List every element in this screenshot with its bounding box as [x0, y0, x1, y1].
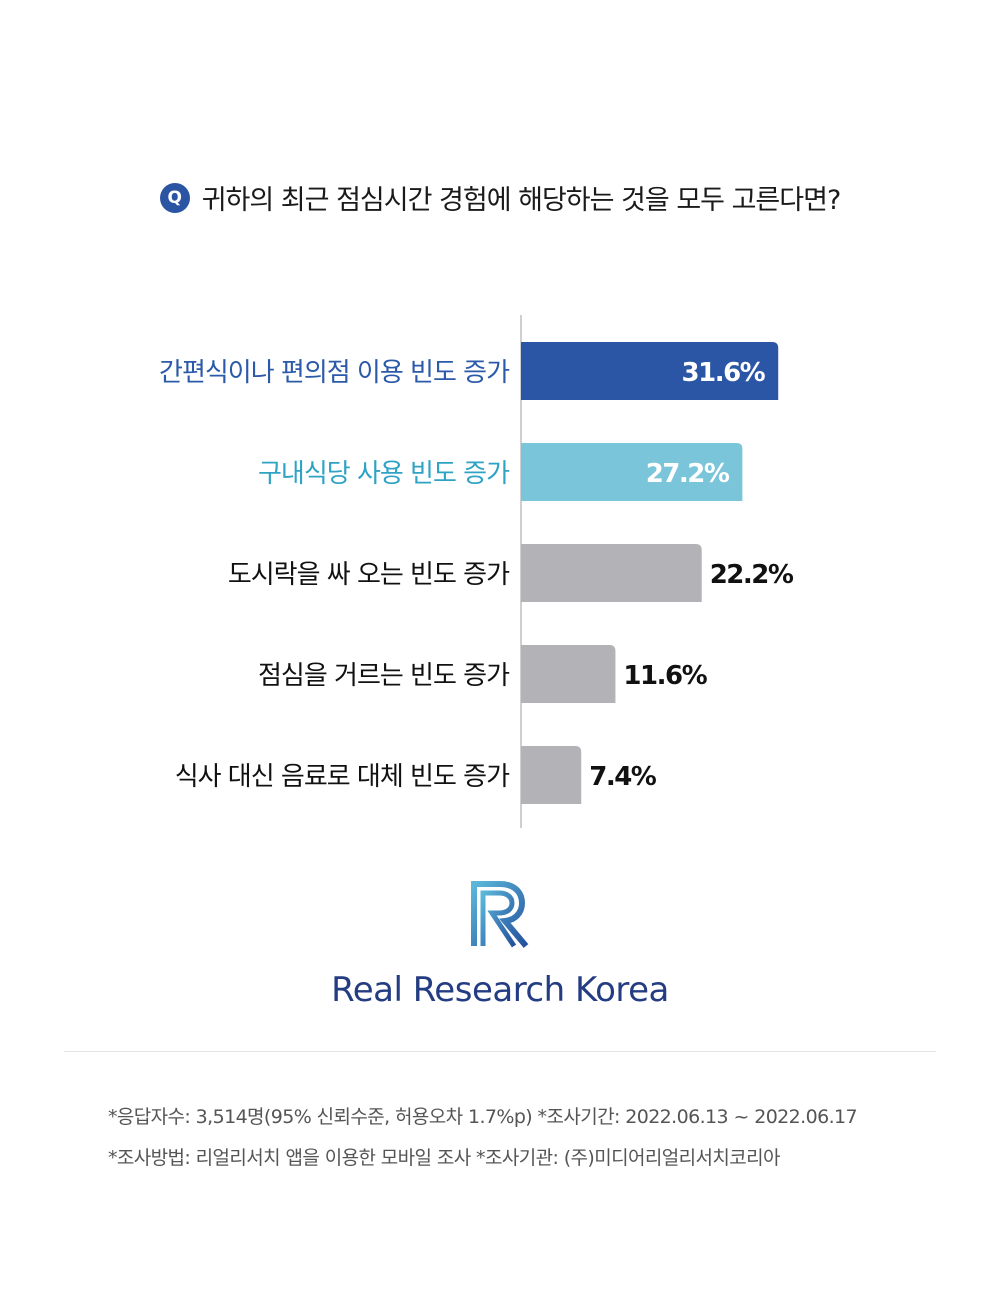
category-label: 식사 대신 음료로 대체 빈도 증가 — [175, 762, 510, 792]
bar — [521, 645, 616, 703]
bar-group: 식사 대신 음료로 대체 빈도 증가 7.4% — [175, 746, 658, 804]
brand-block: Real Research Korea — [0, 880, 1000, 1010]
question-badge: Q — [159, 182, 190, 213]
bar — [521, 544, 702, 602]
value-label: 22.2% — [710, 560, 794, 590]
value-label: 27.2% — [646, 459, 730, 489]
value-label: 7.4% — [589, 762, 657, 792]
category-label: 간편식이나 편의점 이용 빈도 증가 — [159, 358, 510, 388]
bar — [521, 342, 779, 400]
bar-group: 도시락을 싸 오는 빈도 증가 22.2% — [228, 544, 795, 602]
footnote-1: *응답자수: 3,514명(95% 신뢰수준, 허용오차 1.7%p) *조사기… — [108, 1106, 858, 1128]
rr-logo-icon — [471, 881, 529, 948]
bar-chart: 간편식이나 편의점 이용 빈도 증가 31.6% 구내식당 사용 빈도 증가 27.2… — [159, 315, 795, 828]
question-header: Q 귀하의 최근 점심시간 경험에 해당하는 것을 모두 고른다면? — [0, 178, 1000, 217]
bar-group: 간편식이나 편의점 이용 빈도 증가 31.6% — [159, 342, 779, 400]
question-text: 귀하의 최근 점심시간 경험에 해당하는 것을 모두 고른다면? — [201, 185, 842, 216]
brand-name: Real Research Korea — [331, 970, 669, 1010]
category-label: 구내식당 사용 빈도 증가 — [258, 459, 510, 489]
bar-group: 구내식당 사용 빈도 증가 27.2% — [258, 443, 743, 501]
footnote-2: *조사방법: 리얼리서치 앱을 이용한 모바일 조사 *조사기관: (주)미디어… — [108, 1147, 781, 1169]
bar — [521, 746, 582, 804]
bar-group: 점심을 거르는 빈도 증가 11.6% — [258, 645, 709, 703]
bar — [521, 443, 743, 501]
divider — [64, 1051, 936, 1052]
value-label: 11.6% — [623, 661, 707, 691]
category-label: 점심을 거르는 빈도 증가 — [258, 661, 510, 691]
value-label: 31.6% — [682, 358, 766, 388]
category-label: 도시락을 싸 오는 빈도 증가 — [228, 560, 510, 590]
